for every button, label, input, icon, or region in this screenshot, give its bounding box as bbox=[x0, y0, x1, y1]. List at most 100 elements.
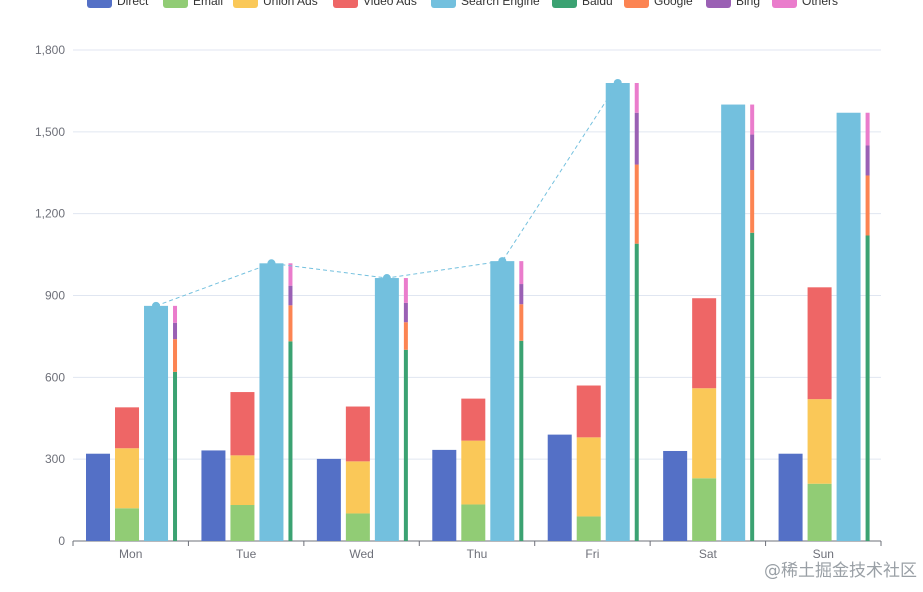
trend-point bbox=[267, 259, 276, 268]
bar-union-ads bbox=[692, 388, 717, 479]
bar-union-ads bbox=[576, 437, 601, 517]
bar-email bbox=[461, 504, 486, 541]
legend-label-video-ads: Video Ads bbox=[363, 0, 417, 8]
bar-video-ads bbox=[692, 298, 717, 389]
bar-union-ads bbox=[230, 455, 255, 505]
legend-label-bing: Bing bbox=[736, 0, 760, 8]
legend-swatch-union-ads bbox=[233, 0, 258, 8]
legend-swatch-bing bbox=[706, 0, 731, 8]
bar-search-engine bbox=[721, 104, 746, 542]
bar-email bbox=[345, 513, 370, 541]
bar-google bbox=[519, 304, 524, 341]
legend-swatch-baidu bbox=[552, 0, 577, 8]
bar-search-engine bbox=[374, 278, 399, 541]
bar-google bbox=[288, 305, 293, 342]
legend-label-google: Google bbox=[654, 0, 693, 8]
bar-search-engine bbox=[605, 83, 630, 542]
legend-label-others: Others bbox=[802, 0, 838, 8]
legend-label-union-ads: Union Ads bbox=[263, 0, 318, 8]
bar-baidu bbox=[750, 232, 755, 541]
legend-label-search-engine: Search Engine bbox=[461, 0, 540, 8]
y-tick-label: 300 bbox=[45, 452, 65, 466]
bar-bing bbox=[288, 285, 293, 306]
bar-google bbox=[403, 322, 408, 350]
bar-bing bbox=[403, 302, 408, 323]
bar-direct bbox=[86, 453, 111, 541]
x-tick-label: Fri bbox=[585, 547, 599, 561]
bar-video-ads bbox=[807, 287, 832, 400]
bar-bing bbox=[634, 112, 639, 165]
bar-others bbox=[634, 83, 639, 113]
x-tick-label: Sat bbox=[699, 547, 718, 561]
legend-label-direct: Direct bbox=[117, 0, 149, 8]
bar-direct bbox=[778, 453, 803, 541]
bar-baidu bbox=[634, 243, 639, 541]
trend-point bbox=[498, 257, 507, 266]
bar-direct bbox=[316, 458, 341, 541]
trend-point bbox=[382, 274, 391, 283]
bar-video-ads bbox=[461, 398, 486, 441]
bar-video-ads bbox=[576, 385, 601, 438]
bar-baidu bbox=[403, 349, 408, 541]
y-tick-label: 900 bbox=[45, 289, 65, 303]
bar-others bbox=[519, 261, 524, 285]
legend-swatch-direct bbox=[87, 0, 112, 8]
bar-direct bbox=[663, 450, 688, 541]
bar-email bbox=[807, 483, 832, 541]
bar-union-ads bbox=[345, 461, 370, 514]
bar-video-ads bbox=[345, 406, 370, 462]
bar-google bbox=[865, 175, 870, 236]
watermark: @稀土掘金技术社区 bbox=[764, 561, 917, 581]
bar-search-engine bbox=[836, 112, 861, 541]
y-tick-label: 1,200 bbox=[35, 207, 65, 221]
bar-email bbox=[576, 516, 601, 541]
bar-bing bbox=[173, 322, 178, 340]
bar-search-engine bbox=[144, 305, 169, 541]
bar-others bbox=[288, 263, 293, 286]
legend-label-email: Email bbox=[193, 0, 223, 8]
bar-bing bbox=[865, 145, 870, 176]
bar-bing bbox=[750, 134, 755, 171]
y-tick-label: 600 bbox=[45, 370, 65, 384]
bar-google bbox=[634, 164, 639, 244]
trend-line bbox=[155, 82, 619, 307]
bar-bing bbox=[519, 284, 524, 305]
bar-video-ads bbox=[230, 392, 255, 456]
legend-swatch-video-ads bbox=[333, 0, 358, 8]
x-tick-label: Tue bbox=[236, 547, 257, 561]
y-tick-label: 1,800 bbox=[35, 43, 65, 57]
bar-email bbox=[230, 504, 255, 541]
bar-direct bbox=[547, 434, 572, 541]
bar-union-ads bbox=[461, 440, 486, 505]
legend-label-baidu: Baidu bbox=[582, 0, 613, 8]
bar-others bbox=[173, 305, 178, 323]
legend-swatch-email bbox=[163, 0, 188, 8]
y-tick-label: 1,500 bbox=[35, 125, 65, 139]
bar-email bbox=[115, 508, 140, 541]
bar-others bbox=[750, 104, 755, 135]
bar-baidu bbox=[519, 340, 524, 541]
legend-swatch-others bbox=[772, 0, 797, 8]
trend-point bbox=[613, 79, 622, 88]
bar-google bbox=[750, 170, 755, 233]
bar-search-engine bbox=[259, 263, 284, 541]
legend-swatch-search-engine bbox=[431, 0, 456, 8]
y-tick-label: 0 bbox=[58, 534, 65, 548]
bar-baidu bbox=[173, 371, 178, 541]
trend-point bbox=[152, 301, 161, 310]
x-tick-label: Thu bbox=[467, 547, 488, 561]
legend-swatch-google bbox=[624, 0, 649, 8]
bar-search-engine bbox=[490, 261, 515, 541]
bar-others bbox=[403, 278, 408, 303]
bar-video-ads bbox=[115, 407, 140, 449]
bar-google bbox=[173, 339, 178, 372]
bar-baidu bbox=[288, 341, 293, 541]
bar-others bbox=[865, 112, 870, 146]
bar-direct bbox=[201, 450, 226, 541]
x-tick-label: Wed bbox=[349, 547, 373, 561]
x-tick-label: Mon bbox=[119, 547, 142, 561]
bar-baidu bbox=[865, 235, 870, 541]
bar-direct bbox=[432, 449, 457, 541]
